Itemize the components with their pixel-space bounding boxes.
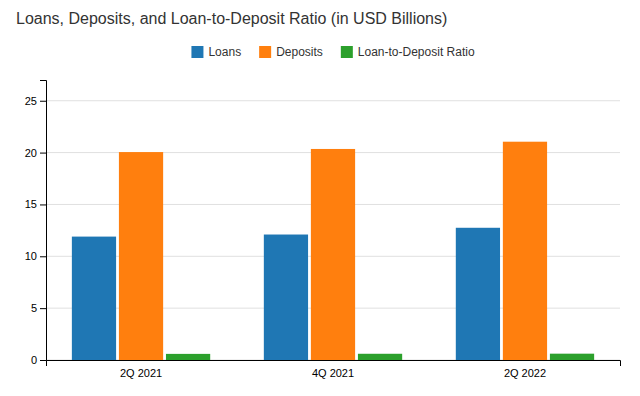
series — [166, 354, 594, 360]
legend-item: Deposits — [259, 45, 323, 59]
y-tick: 25 — [25, 95, 46, 107]
legend-label: Loan-to-Deposit Ratio — [358, 45, 475, 59]
x-axis-line — [47, 361, 621, 367]
x-tick: 4Q 2021 — [312, 367, 354, 379]
bar — [72, 237, 116, 360]
title: Loans, Deposits, and Loan-to-Deposit Rat… — [16, 10, 447, 27]
bar — [119, 152, 163, 360]
legend-swatch — [191, 46, 203, 58]
y-tick: 10 — [25, 250, 46, 262]
grid-line — [46, 100, 620, 101]
bar — [358, 354, 402, 360]
bars — [72, 142, 594, 360]
legend-label: Loans — [208, 45, 241, 59]
legend-swatch — [259, 46, 271, 58]
grid — [46, 101, 620, 360]
x-tick: 2Q 2021 — [120, 367, 162, 379]
bar — [503, 142, 547, 360]
bar — [550, 354, 594, 360]
bar — [456, 228, 500, 360]
y-tick-label: 15 — [25, 198, 37, 210]
y-tick: 15 — [25, 198, 46, 210]
x-tick-label: 2Q 2022 — [504, 367, 546, 379]
y-axis: 0 5 10 15 20 25 — [25, 81, 47, 367]
x-tick-label: 4Q 2021 — [312, 367, 354, 379]
legend: Loans Deposits Loan-to-Deposit Ratio — [191, 45, 474, 59]
x-tick: 2Q 2022 — [504, 367, 546, 379]
series — [119, 142, 547, 360]
y-tick-mark — [40, 360, 46, 361]
y-tick-mark — [40, 153, 46, 154]
y-axis-line — [40, 81, 47, 361]
y-tick-label: 25 — [25, 95, 37, 107]
y-tick-mark — [40, 204, 46, 205]
bar — [311, 149, 355, 360]
bar — [264, 235, 308, 360]
chart: Loans, Deposits, and Loan-to-Deposit Rat… — [0, 0, 640, 396]
y-tick-label: 5 — [31, 302, 37, 314]
plot-area: 0 5 10 15 20 25 2Q 2021 4Q 2021 2Q 2022 — [25, 81, 621, 379]
legend-item: Loans — [191, 45, 241, 59]
legend-item: Loan-to-Deposit Ratio — [341, 45, 475, 59]
legend-label: Deposits — [276, 45, 323, 59]
x-axis: 2Q 2021 4Q 2021 2Q 2022 — [47, 361, 621, 379]
y-tick: 0 — [31, 354, 46, 366]
y-tick-mark — [40, 308, 46, 309]
legend-swatch — [341, 46, 353, 58]
y-tick-label: 20 — [25, 147, 37, 159]
y-tick: 20 — [25, 147, 46, 159]
y-tick-label: 0 — [31, 354, 37, 366]
y-tick-mark — [40, 101, 46, 102]
y-tick: 5 — [31, 302, 46, 314]
y-tick-label: 10 — [25, 250, 37, 262]
y-tick-mark — [40, 256, 46, 257]
x-tick-label: 2Q 2021 — [120, 367, 162, 379]
bar — [166, 354, 210, 360]
